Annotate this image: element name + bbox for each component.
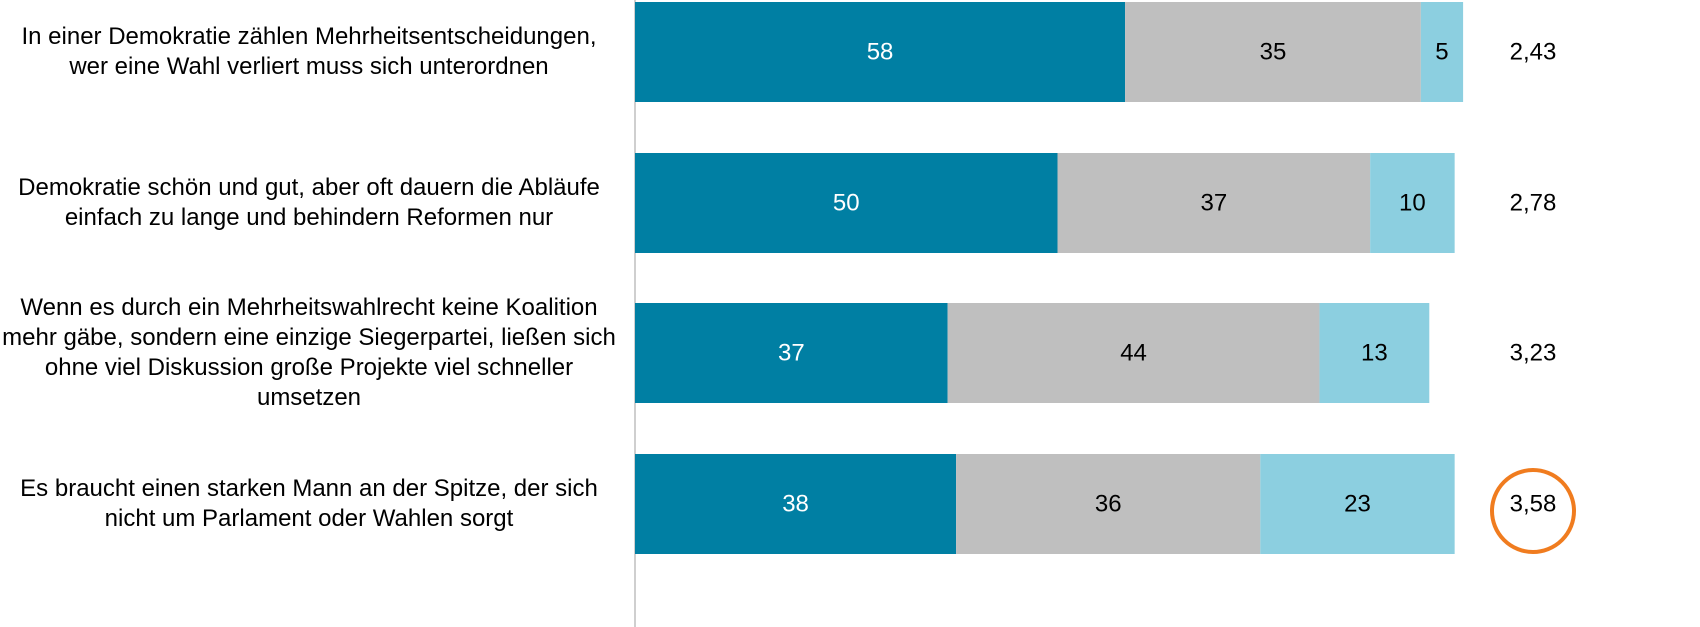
bar-segment <box>1260 454 1455 554</box>
mean-label: 2,78 <box>1510 190 1557 217</box>
data-label: 44 <box>1120 340 1147 367</box>
category-label: Wenn es durch ein Mehrheitswahlrecht kei… <box>2 294 616 411</box>
mean-label: 3,23 <box>1510 340 1557 367</box>
mean-label: 3,58 <box>1510 491 1557 518</box>
bar-segment <box>1057 153 1371 253</box>
category-label: In einer Demokratie zählen Mehrheitsents… <box>21 23 597 80</box>
bar-segment <box>635 2 1126 102</box>
data-label: 37 <box>778 340 805 367</box>
bar-segment <box>1125 2 1421 102</box>
data-label: 13 <box>1361 340 1388 367</box>
data-label: 5 <box>1435 39 1448 66</box>
data-label: 58 <box>867 39 894 66</box>
bar-segment <box>635 454 957 554</box>
bar-segment <box>635 303 948 403</box>
bar-segment <box>1370 153 1455 253</box>
bar-segment <box>1420 2 1464 102</box>
bar-segment <box>635 153 1058 253</box>
mean-label: 2,43 <box>1510 39 1557 66</box>
highlight-circle <box>1490 468 1576 554</box>
category-label: Es braucht einen starken Mann an der Spi… <box>20 475 598 532</box>
bar-segment <box>947 303 1320 403</box>
category-label: Demokratie schön und gut, aber oft dauer… <box>18 174 600 231</box>
data-label: 10 <box>1399 190 1426 217</box>
bar-segment <box>1319 303 1430 403</box>
data-label: 35 <box>1260 39 1287 66</box>
bar-segment <box>956 454 1261 554</box>
data-label: 37 <box>1200 190 1227 217</box>
data-label: 50 <box>833 190 860 217</box>
data-label: 38 <box>782 491 809 518</box>
data-label: 23 <box>1344 491 1371 518</box>
data-label: 36 <box>1095 491 1122 518</box>
